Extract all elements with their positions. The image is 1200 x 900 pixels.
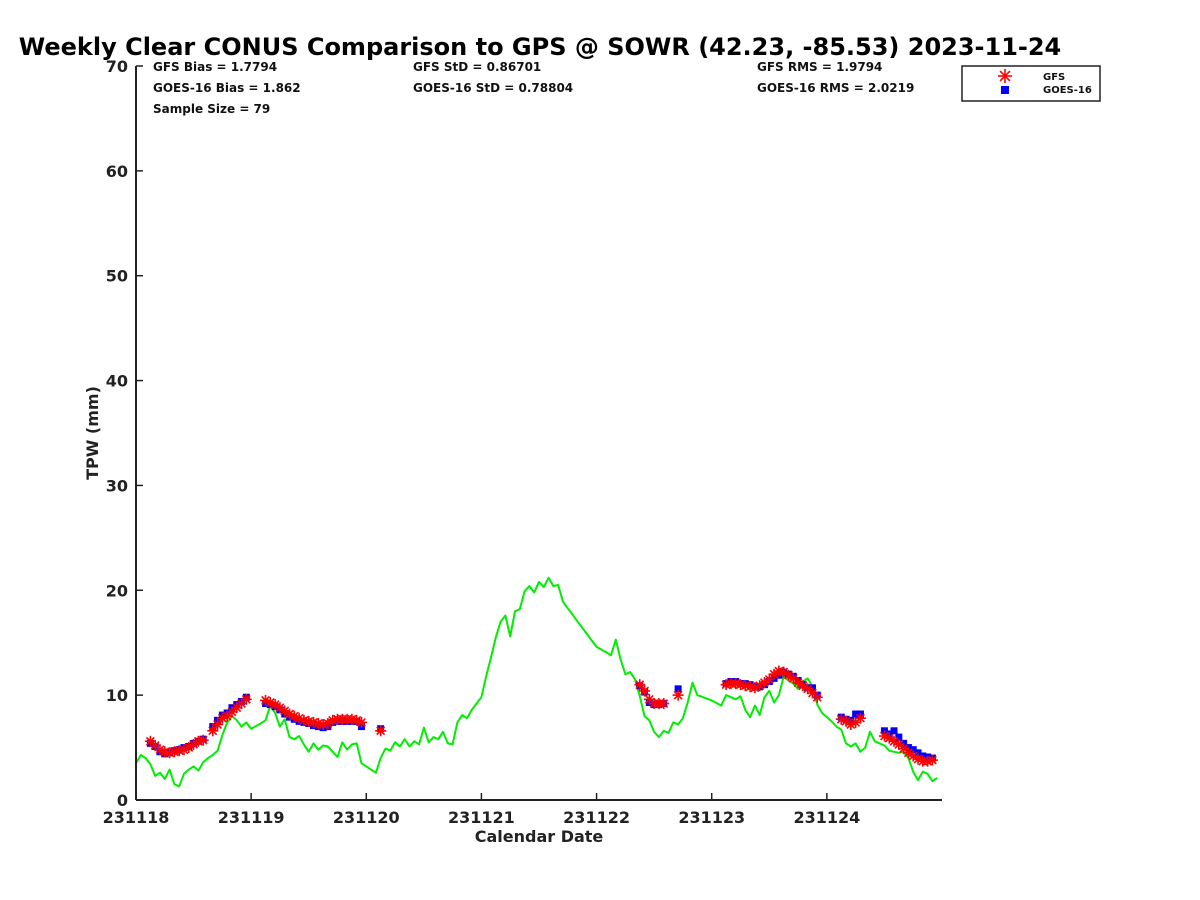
y-tick-label: 70 xyxy=(106,57,128,76)
gfs-point xyxy=(197,734,209,746)
y-tick-label: 20 xyxy=(106,581,128,600)
gfs-point xyxy=(811,691,823,703)
chart-title: Weekly Clear CONUS Comparison to GPS @ S… xyxy=(19,33,1062,61)
legend-gfs-asterisk xyxy=(998,69,1012,83)
gfs-point xyxy=(854,712,866,724)
legend-gfs-marker xyxy=(998,69,1012,83)
stats-block: GFS Bias = 1.7794 GOES-16 Bias = 1.862 S… xyxy=(153,60,914,116)
y-tick-label: 30 xyxy=(106,476,128,495)
gfs-rms-stat: GFS RMS = 1.9794 xyxy=(757,60,882,74)
y-tick-label: 10 xyxy=(106,686,128,705)
gps-series-line xyxy=(135,576,938,788)
gfs-point xyxy=(375,725,387,737)
x-tick-label: 231122 xyxy=(563,808,630,827)
legend-goes-label: GOES-16 xyxy=(1043,85,1092,96)
x-tick-label: 231121 xyxy=(448,808,515,827)
goes-point xyxy=(895,733,903,741)
gfs-bias-stat: GFS Bias = 1.7794 xyxy=(153,60,277,74)
gfs-point xyxy=(634,679,646,691)
gfs-point xyxy=(792,677,804,689)
y-tick-label: 40 xyxy=(106,372,128,391)
goes-marker-layer xyxy=(146,668,936,762)
gfs-point xyxy=(240,693,252,705)
gfs-point xyxy=(763,673,775,685)
goes-point xyxy=(914,749,922,757)
gps-line-layer xyxy=(135,576,938,788)
legend-goes-square xyxy=(1001,86,1009,94)
goes-point xyxy=(674,685,682,693)
y-tick-label: 0 xyxy=(117,791,128,810)
gfs-std-stat: GFS StD = 0.86701 xyxy=(413,60,541,74)
axes xyxy=(135,66,942,801)
gfs-point xyxy=(639,685,651,697)
y-axis-label: TPW (mm) xyxy=(83,386,102,480)
goes-point xyxy=(890,727,898,735)
goes-bias-stat: GOES-16 Bias = 1.862 xyxy=(153,81,301,95)
y-ticks: 0 10 20 30 40 50 60 70 xyxy=(106,57,143,810)
legend-gfs-label: GFS xyxy=(1043,72,1065,83)
legend: GFS GOES-16 xyxy=(961,65,1101,102)
gfs-point xyxy=(212,719,224,731)
goes-point xyxy=(852,710,860,718)
gfs-marker-layer xyxy=(144,665,938,767)
x-tick-label: 231124 xyxy=(793,808,860,827)
gfs-point xyxy=(355,716,367,728)
x-axis-label: Calendar Date xyxy=(475,827,604,846)
sample-size-stat: Sample Size = 79 xyxy=(153,102,270,116)
legend-box xyxy=(961,65,1101,102)
goes-point xyxy=(909,746,917,754)
y-tick-label: 50 xyxy=(106,267,128,286)
legend-goes-marker xyxy=(1001,86,1009,94)
x-ticks: 231118 231119 231120 231121 231122 231123 2311… xyxy=(103,793,860,827)
goes-rms-stat: GOES-16 RMS = 2.0219 xyxy=(757,81,914,95)
x-tick-label: 231118 xyxy=(103,808,170,827)
gfs-point xyxy=(658,698,670,710)
gfs-point xyxy=(672,689,684,701)
x-tick-label: 231120 xyxy=(333,808,400,827)
gfs-point xyxy=(926,754,938,766)
goes-std-stat: GOES-16 StD = 0.78804 xyxy=(413,81,573,95)
x-tick-label: 231119 xyxy=(218,808,285,827)
gfs-point xyxy=(207,725,219,737)
x-tick-label: 231123 xyxy=(678,808,745,827)
y-tick-label: 60 xyxy=(106,162,128,181)
